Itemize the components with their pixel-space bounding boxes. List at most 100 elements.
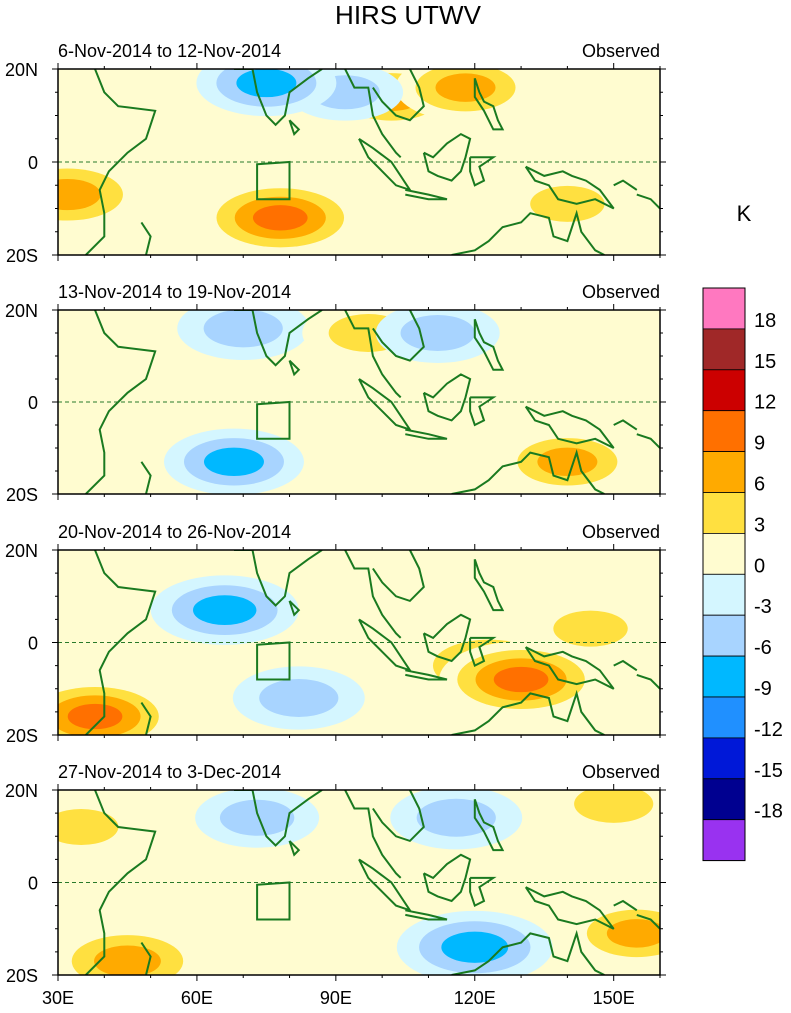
colorbar-label: 3 (754, 514, 765, 536)
figure-title: HIRS UTWV (335, 0, 482, 30)
coastline (234, 310, 323, 367)
coastline (473, 77, 505, 131)
colorbar-swatch (702, 492, 746, 534)
coastline (422, 132, 472, 182)
colorbar-swatch (702, 369, 746, 412)
panel-4: 20N 0 20S 27-Nov-2014 to 3-Dec-2014 Observed (5, 762, 666, 986)
anomaly-blob (150, 575, 299, 645)
anomaly-blob (390, 790, 523, 850)
anomaly-blob (395, 69, 536, 121)
colorbar-swatch (702, 614, 746, 657)
anomaly-band (259, 679, 339, 717)
colorbar-swatch (702, 533, 746, 575)
coastline (405, 428, 448, 440)
colorbar-swatch (702, 655, 746, 698)
coastline (234, 69, 323, 127)
panel-1: 20N 0 20S 6-Nov-2014 to 12-Nov-2014 Observed (5, 41, 666, 266)
anomaly-blob (505, 173, 630, 234)
panel-3: 20N 0 20S 20-Nov-2014 to 26-Nov-2014 Observe… (5, 522, 666, 746)
coastline (140, 221, 152, 255)
coastline (636, 913, 660, 930)
coastline (451, 449, 605, 494)
anomaly-blob (232, 666, 365, 730)
coastline (422, 373, 472, 422)
colorbar: 18 15 12 9 6 3 0 -3 -6 -9 -12 -15 -18 (702, 287, 783, 862)
anomaly-band (400, 315, 475, 351)
colorbar-label: -6 (754, 637, 772, 659)
y-tick-label: 0 (28, 874, 38, 894)
colorbar-label: 0 (754, 555, 765, 577)
coastline (372, 790, 425, 843)
colorbar-label: 6 (754, 474, 765, 496)
panel-tag-label: Observed (582, 282, 660, 302)
colorbar-units-label: K (737, 201, 752, 226)
x-tick-label: 150E (593, 988, 635, 1008)
anomaly-band (537, 447, 598, 477)
anomaly-band (493, 666, 549, 693)
coastline (636, 433, 660, 449)
coastline (473, 318, 505, 371)
anomaly-band (441, 931, 509, 963)
colorbar-label: 9 (754, 433, 765, 455)
panel-period-label: 27-Nov-2014 to 3-Dec-2014 (58, 762, 281, 782)
x-tick-label: 90E (320, 988, 352, 1008)
anomaly-blob (196, 69, 337, 117)
anomaly-blob (58, 797, 144, 857)
coastline (524, 405, 615, 449)
y-tick-label: 20S (6, 966, 38, 986)
panel-period-label: 20-Nov-2014 to 26-Nov-2014 (58, 522, 291, 542)
colorbar-swatch (702, 696, 746, 739)
anomaly-band (252, 205, 308, 231)
coastline (405, 669, 448, 681)
panel-2: 20N 0 20S 13-Nov-2014 to 19-Nov-2014 Observe… (5, 282, 666, 505)
anomaly-band (416, 798, 496, 837)
coastline (451, 209, 605, 255)
anomaly-band (435, 73, 496, 102)
anomaly-blob (439, 641, 604, 718)
anomaly-blob (177, 310, 310, 360)
coastline (469, 876, 497, 908)
y-tick-label: 0 (28, 153, 38, 173)
region-box (256, 160, 291, 201)
map-area (58, 310, 660, 494)
coastline (234, 790, 323, 847)
colorbar-label: -12 (754, 719, 783, 741)
coastline (140, 702, 152, 735)
anomaly-blob (163, 428, 304, 494)
anomaly-blob (396, 910, 553, 975)
colorbar-swatch (702, 328, 746, 371)
coastline (613, 659, 638, 672)
colorbar-swatch (702, 287, 746, 330)
coastline (140, 461, 152, 494)
colorbar-frame (702, 287, 746, 862)
coastline (344, 310, 402, 399)
colorbar-swatch (702, 819, 746, 862)
coastline (405, 188, 448, 201)
panel-period-label: 13-Nov-2014 to 19-Nov-2014 (58, 282, 291, 302)
anomaly-band (574, 790, 654, 823)
coastline (451, 929, 605, 975)
anomaly-blob (497, 428, 638, 494)
y-tick-label: 0 (28, 634, 38, 654)
anomaly-blob (195, 790, 320, 848)
coastline (288, 840, 301, 857)
anomaly-band (58, 178, 101, 211)
coastline (234, 550, 323, 607)
anomaly-band (606, 919, 660, 948)
coastline (451, 689, 605, 735)
anomaly-blob (58, 158, 146, 231)
anomaly-blob (58, 678, 178, 735)
x-tick-label: 120E (454, 988, 496, 1008)
y-tick-label: 20N (5, 301, 38, 321)
y-tick-label: 20S (6, 485, 38, 505)
colorbar-label: -3 (754, 596, 772, 618)
anomaly-blob (258, 366, 367, 420)
coastline (288, 600, 301, 617)
anomaly-blob (375, 310, 500, 363)
coastline (524, 165, 615, 210)
coastline (288, 359, 301, 377)
coastline (613, 179, 638, 191)
colorbar-label: 12 (754, 392, 776, 414)
colorbar-label: -18 (754, 801, 783, 823)
colorbar-label: -15 (754, 760, 783, 782)
